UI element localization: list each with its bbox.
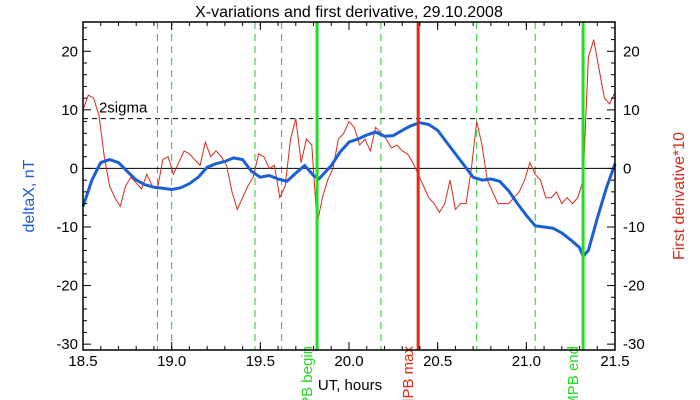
event-label: MPB max (400, 346, 417, 400)
x-tick-label: 21.5 (600, 353, 629, 370)
event-label: MPB end (565, 346, 582, 400)
x-tick-label: 20.0 (334, 353, 363, 370)
x-tick-label: 20.5 (423, 353, 452, 370)
event-label: MPB begin (299, 346, 316, 400)
y-tick-label-left: -30 (56, 336, 78, 353)
x-tick-label: 19.0 (157, 353, 186, 370)
y-tick-label-right: 10 (623, 102, 640, 119)
event-lines: MPB begin MPB max MPB end (299, 22, 585, 400)
sigma-line-group: 2sigma (83, 100, 615, 120)
y-tick-label-right: -30 (623, 336, 645, 353)
x-axis-label: UT, hours (318, 377, 382, 394)
y-tick-label-left: 10 (61, 102, 78, 119)
y-tick-label-right: 20 (623, 43, 640, 60)
axis-ticks: 18.5 19.0 19.5 20.0 20.5 21.0 21.5 20 20 10 10 0 0 -1… (56, 22, 645, 370)
y-tick-label-left: -10 (56, 219, 78, 236)
y-tick-label-right: -10 (623, 219, 645, 236)
y-tick-label-right: 0 (623, 160, 631, 177)
x-tick-label: 19.5 (246, 353, 275, 370)
sigma-label: 2sigma (99, 100, 148, 117)
plot-area: 2sigma MPB begin MPB max MPB end (81, 22, 617, 400)
y-axis-label-right: First derivative*10 (671, 132, 688, 260)
chart-title: X-variations and first derivative, 29.10… (195, 4, 503, 21)
y-axis-label-left: deltaX, nT (21, 159, 38, 232)
y-tick-label-left: -20 (56, 278, 78, 295)
y-tick-label-left: 0 (70, 160, 78, 177)
series-line-derivative (82, 39, 616, 225)
x-tick-label: 21.0 (512, 353, 541, 370)
series-line-deltax (81, 121, 617, 258)
x-tick-label: 18.5 (68, 353, 97, 370)
vertical-lines (156, 22, 536, 350)
y-tick-label-left: 20 (61, 43, 78, 60)
y-tick-label-right: -20 (623, 278, 645, 295)
